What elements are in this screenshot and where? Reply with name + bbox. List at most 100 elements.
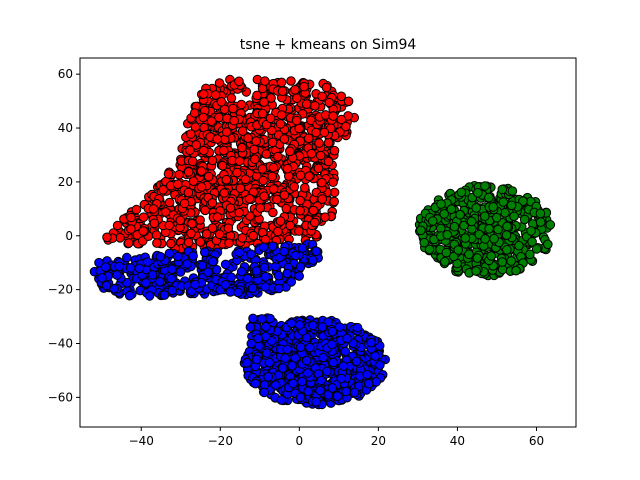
data-point-cluster-2: [134, 263, 145, 274]
data-point-cluster-2: [254, 341, 265, 351]
data-point-cluster-3: [455, 209, 465, 220]
data-point-cluster-1: [290, 85, 300, 95]
data-point-cluster-1: [244, 194, 255, 204]
data-point-cluster-2: [114, 261, 125, 272]
data-point-cluster-1: [279, 134, 290, 144]
data-point-cluster-1: [308, 205, 319, 216]
data-point-cluster-1: [282, 163, 293, 174]
data-point-cluster-1: [272, 194, 282, 205]
data-point-cluster-3: [497, 184, 508, 195]
data-point-cluster-1: [273, 151, 283, 162]
data-point-cluster-1: [279, 190, 290, 200]
data-point-cluster-1: [112, 220, 123, 231]
data-point-cluster-1: [164, 197, 175, 208]
data-point-cluster-1: [172, 179, 183, 189]
data-point-cluster-2: [101, 280, 112, 291]
data-point-cluster-2: [251, 354, 262, 365]
data-point-cluster-1: [295, 205, 305, 216]
data-point-cluster-2: [282, 268, 292, 279]
data-point-cluster-3: [486, 251, 497, 261]
data-point-cluster-2: [375, 360, 385, 370]
y-tick-label: 0: [65, 229, 73, 243]
data-point-cluster-2: [253, 333, 263, 344]
data-point-cluster-1: [195, 215, 205, 225]
data-point-cluster-2: [322, 366, 332, 377]
data-point-cluster-1: [260, 76, 270, 86]
data-point-cluster-2: [258, 242, 269, 252]
data-point-cluster-3: [500, 208, 510, 218]
data-point-cluster-1: [317, 194, 328, 204]
data-point-cluster-1: [252, 90, 262, 101]
data-point-cluster-1: [207, 198, 218, 208]
data-point-cluster-1: [229, 115, 239, 126]
data-point-cluster-1: [323, 137, 334, 148]
data-point-cluster-1: [266, 93, 276, 103]
data-point-cluster-2: [167, 285, 177, 296]
data-point-cluster-1: [179, 198, 190, 209]
data-point-cluster-2: [208, 256, 218, 267]
data-point-cluster-1: [294, 226, 304, 236]
data-point-cluster-2: [351, 356, 362, 367]
data-point-cluster-1: [126, 212, 136, 223]
data-point-cluster-1: [190, 122, 201, 132]
data-point-cluster-1: [187, 218, 197, 229]
data-point-cluster-1: [294, 123, 305, 134]
data-point-cluster-2: [166, 273, 177, 284]
data-point-cluster-1: [249, 144, 259, 155]
data-point-cluster-1: [188, 176, 199, 186]
x-tick-label: 60: [529, 434, 544, 448]
data-point-cluster-1: [235, 183, 246, 193]
data-point-cluster-2: [234, 247, 245, 258]
data-point-cluster-2: [341, 386, 351, 397]
y-tick-label: 40: [58, 121, 73, 135]
data-point-cluster-1: [224, 238, 234, 248]
data-point-cluster-1: [240, 174, 251, 185]
data-point-cluster-2: [288, 378, 298, 389]
data-point-cluster-1: [329, 145, 340, 156]
data-point-cluster-3: [492, 212, 502, 223]
data-point-cluster-2: [242, 358, 252, 368]
data-point-cluster-2: [327, 339, 337, 350]
data-point-cluster-2: [164, 248, 175, 259]
data-point-cluster-3: [484, 192, 494, 203]
data-point-cluster-3: [440, 256, 450, 267]
data-point-cluster-3: [480, 234, 491, 244]
x-tick-label: −20: [208, 434, 233, 448]
data-point-cluster-3: [493, 224, 503, 235]
data-point-cluster-1: [228, 103, 238, 114]
data-point-cluster-1: [306, 148, 317, 159]
data-point-cluster-2: [294, 320, 305, 330]
data-point-cluster-3: [471, 266, 481, 276]
data-point-cluster-2: [295, 392, 306, 403]
data-point-cluster-2: [287, 360, 297, 371]
data-point-cluster-2: [308, 320, 318, 331]
x-tick-label: 0: [296, 434, 304, 448]
data-point-cluster-2: [248, 313, 258, 324]
data-point-cluster-1: [214, 229, 225, 240]
data-point-cluster-1: [212, 212, 223, 222]
data-point-cluster-1: [317, 91, 327, 102]
data-point-cluster-1: [328, 111, 339, 121]
data-point-cluster-1: [268, 162, 279, 173]
data-point-cluster-1: [175, 215, 186, 226]
data-point-cluster-1: [217, 160, 228, 171]
data-point-cluster-3: [506, 256, 517, 266]
data-point-cluster-2: [270, 380, 281, 390]
data-point-cluster-2: [246, 249, 256, 259]
data-point-cluster-3: [480, 181, 490, 191]
data-point-cluster-3: [531, 244, 542, 254]
data-point-cluster-3: [514, 240, 524, 251]
data-point-cluster-1: [198, 112, 209, 123]
data-point-cluster-2: [267, 241, 278, 252]
data-point-cluster-2: [259, 387, 270, 398]
data-point-cluster-2: [220, 280, 231, 290]
data-point-cluster-1: [201, 229, 212, 239]
data-point-cluster-2: [273, 270, 284, 281]
data-point-cluster-3: [453, 245, 464, 255]
chart-title: tsne + kmeans on Sim94: [240, 37, 417, 53]
data-point-cluster-2: [124, 290, 135, 301]
data-point-cluster-1: [186, 228, 196, 239]
data-point-cluster-2: [323, 390, 334, 400]
data-point-cluster-2: [308, 255, 318, 265]
data-point-cluster-3: [502, 245, 512, 255]
